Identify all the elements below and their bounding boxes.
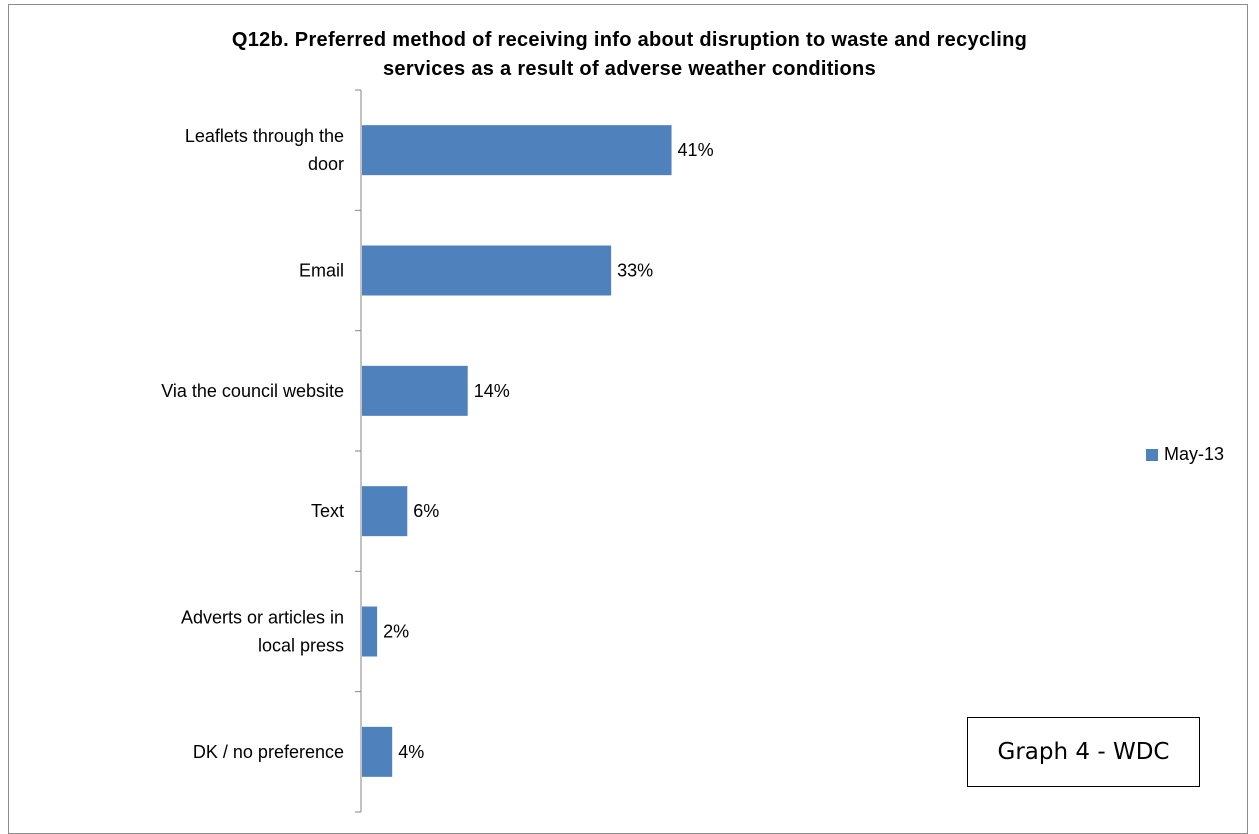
category-label: DK / no preference [193,742,344,762]
category-label: local press [258,636,344,656]
category-label: Via the council website [161,381,344,401]
bar [362,245,612,296]
category-label: door [308,154,344,174]
data-label: 41% [678,140,714,160]
legend-swatch [1146,448,1158,461]
data-label: 4% [398,742,424,762]
data-label: 2% [383,622,409,642]
data-label: 14% [474,381,510,401]
category-label: Email [299,261,344,281]
legend: May-13 [1146,444,1224,465]
chart-title: Q12b. Preferred method of receiving info… [0,26,1259,84]
graph-annotation-box: Graph 4 - WDC [967,717,1200,787]
category-label: Leaflets through the [185,126,344,146]
graph-annotation-text: Graph 4 - WDC [997,739,1170,765]
category-label: Adverts or articles in [181,608,344,628]
chart-title-line-2: services as a result of adverse weather … [383,58,876,80]
bar [362,365,468,416]
data-label: 33% [617,261,653,281]
bar [362,726,393,777]
legend-label: May-13 [1164,444,1225,464]
bar [362,125,672,176]
category-label: Text [311,501,344,521]
bar [362,486,408,537]
bar [362,606,378,657]
data-label: 6% [413,501,439,521]
chart-title-line-1: Q12b. Preferred method of receiving info… [231,29,1028,51]
